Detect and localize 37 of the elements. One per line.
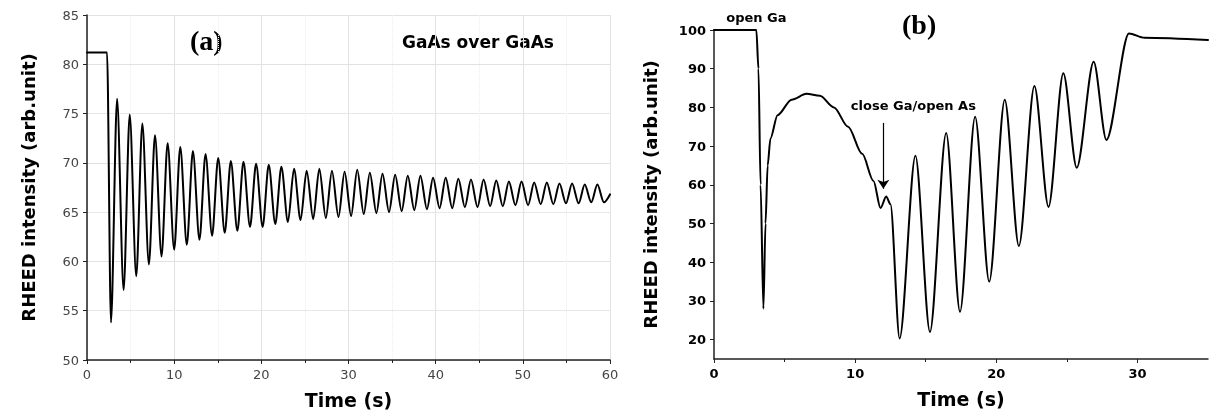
x-tick-label: 10 xyxy=(165,367,183,382)
annotation: GaAs over GaAs xyxy=(402,31,554,52)
x-tick-label: 0 xyxy=(82,367,92,382)
y-tick-label: 70 xyxy=(62,155,79,171)
annotation: close Ga/open As xyxy=(850,98,977,114)
y-tick-label: 55 xyxy=(62,303,79,319)
y-tick-label: 85 xyxy=(62,7,79,23)
y-tick-label: 50 xyxy=(687,216,706,232)
x-tick-label: 20 xyxy=(987,366,1006,381)
y-tick-label: 80 xyxy=(62,56,79,72)
annotation: (b) xyxy=(902,8,937,40)
y-tick-label: 60 xyxy=(62,253,79,269)
x-tick-label: 10 xyxy=(846,366,865,381)
y-tick-label: 50 xyxy=(62,352,79,368)
y-tick-label: 70 xyxy=(687,138,706,154)
y-tick-label: 90 xyxy=(687,61,706,77)
x-tick-label: 60 xyxy=(601,367,619,382)
y-tick-label: 80 xyxy=(687,99,706,115)
x-tick-label: 30 xyxy=(340,367,357,382)
x-tick-label: 20 xyxy=(253,367,270,382)
x-tick-label: 0 xyxy=(709,366,719,381)
y-tick-label: 75 xyxy=(62,106,79,122)
x-axis-title: Time (s) xyxy=(304,388,393,411)
annotation: open Ga xyxy=(726,10,787,25)
y-tick-label: 100 xyxy=(678,22,706,38)
y-tick-label: 60 xyxy=(687,177,706,193)
annotation: (a) xyxy=(190,24,223,56)
x-tick-label: 40 xyxy=(427,367,444,382)
y-tick-label: 30 xyxy=(687,293,706,309)
y-tick-label: 40 xyxy=(687,254,706,270)
y-tick-label: 20 xyxy=(687,332,706,348)
x-tick-label: 50 xyxy=(514,367,532,382)
y-tick-label: 65 xyxy=(62,204,79,220)
y-axis-title: RHEED intensity (arb.unit) xyxy=(17,53,39,322)
x-tick-label: 30 xyxy=(1128,366,1147,381)
y-axis-title: RHEED intensity (arb.unit) xyxy=(639,60,661,329)
x-axis-title: Time (s) xyxy=(917,387,1005,410)
